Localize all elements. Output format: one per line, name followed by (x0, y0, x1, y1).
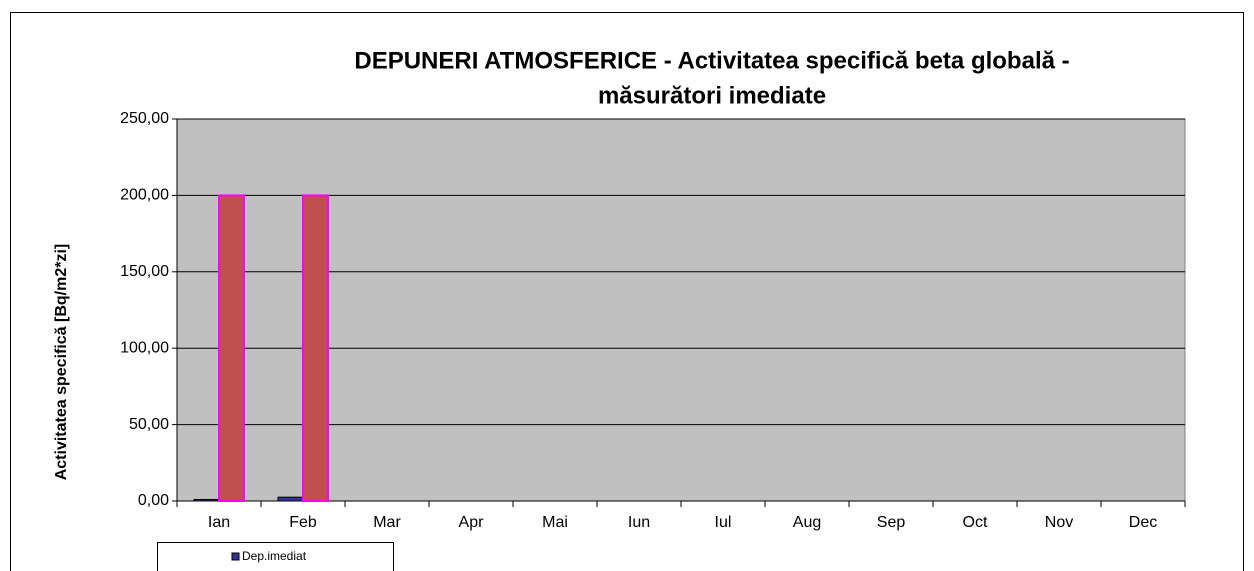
y-tick-label: 250,00 (120, 110, 169, 127)
x-tick-label: Ian (208, 514, 230, 531)
x-tick-label: Feb (289, 514, 317, 531)
x-tick-label: Dec (1129, 514, 1157, 531)
x-tick-label: Mar (373, 514, 401, 531)
x-tick-label: Iun (628, 514, 650, 531)
y-tick-label: 200,00 (120, 187, 169, 204)
plot-area (176, 118, 1186, 502)
x-tick-label: Oct (963, 514, 988, 531)
bar (218, 194, 245, 502)
y-tick-label: 50,00 (129, 416, 169, 433)
bar (193, 498, 220, 502)
chart-title: măsurători imediate (598, 82, 826, 109)
bar (277, 496, 304, 502)
y-tick-label: 150,00 (120, 263, 169, 280)
legend-swatch (231, 552, 240, 561)
x-tick-label: Aug (793, 514, 821, 531)
chart-title: DEPUNERI ATMOSFERICE - Activitatea speci… (354, 47, 1069, 74)
bar (302, 194, 329, 502)
x-tick-label: Iul (715, 514, 732, 531)
x-tick-label: Sep (877, 514, 906, 531)
x-tick-label: Nov (1045, 514, 1073, 531)
y-tick-label: 0,00 (138, 492, 169, 509)
legend: Dep.imediat (157, 542, 394, 571)
legend-label: Dep.imediat (242, 549, 307, 563)
x-tick-label: Apr (459, 514, 485, 531)
y-axis-label: Activitatea specifică [Bq/m2*zi] (53, 244, 70, 481)
y-tick-label: 100,00 (120, 339, 169, 356)
legend-box (157, 542, 394, 571)
x-tick-label: Mai (542, 514, 568, 531)
